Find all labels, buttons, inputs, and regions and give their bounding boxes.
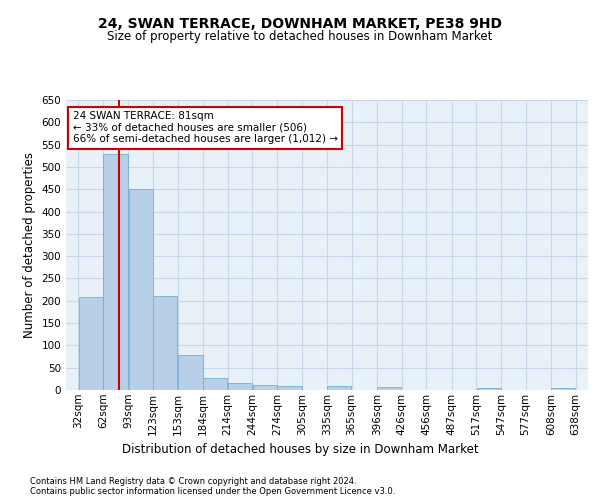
Text: Contains public sector information licensed under the Open Government Licence v3: Contains public sector information licen… — [30, 488, 395, 496]
Bar — [327, 386, 352, 390]
Bar — [103, 154, 128, 390]
Bar — [277, 386, 302, 390]
Text: Contains HM Land Registry data © Crown copyright and database right 2024.: Contains HM Land Registry data © Crown c… — [30, 478, 356, 486]
Text: 24, SWAN TERRACE, DOWNHAM MARKET, PE38 9HD: 24, SWAN TERRACE, DOWNHAM MARKET, PE38 9… — [98, 18, 502, 32]
Bar — [128, 189, 153, 390]
Bar — [476, 388, 501, 390]
Bar — [551, 388, 575, 390]
Text: Size of property relative to detached houses in Downham Market: Size of property relative to detached ho… — [107, 30, 493, 43]
Text: 24 SWAN TERRACE: 81sqm
← 33% of detached houses are smaller (506)
66% of semi-de: 24 SWAN TERRACE: 81sqm ← 33% of detached… — [73, 111, 338, 144]
Bar — [377, 388, 401, 390]
Text: Distribution of detached houses by size in Downham Market: Distribution of detached houses by size … — [122, 442, 478, 456]
Bar — [153, 296, 178, 390]
Bar — [79, 297, 103, 390]
Bar — [228, 384, 252, 390]
Y-axis label: Number of detached properties: Number of detached properties — [23, 152, 36, 338]
Bar — [178, 355, 203, 390]
Bar — [253, 384, 277, 390]
Bar — [203, 378, 227, 390]
